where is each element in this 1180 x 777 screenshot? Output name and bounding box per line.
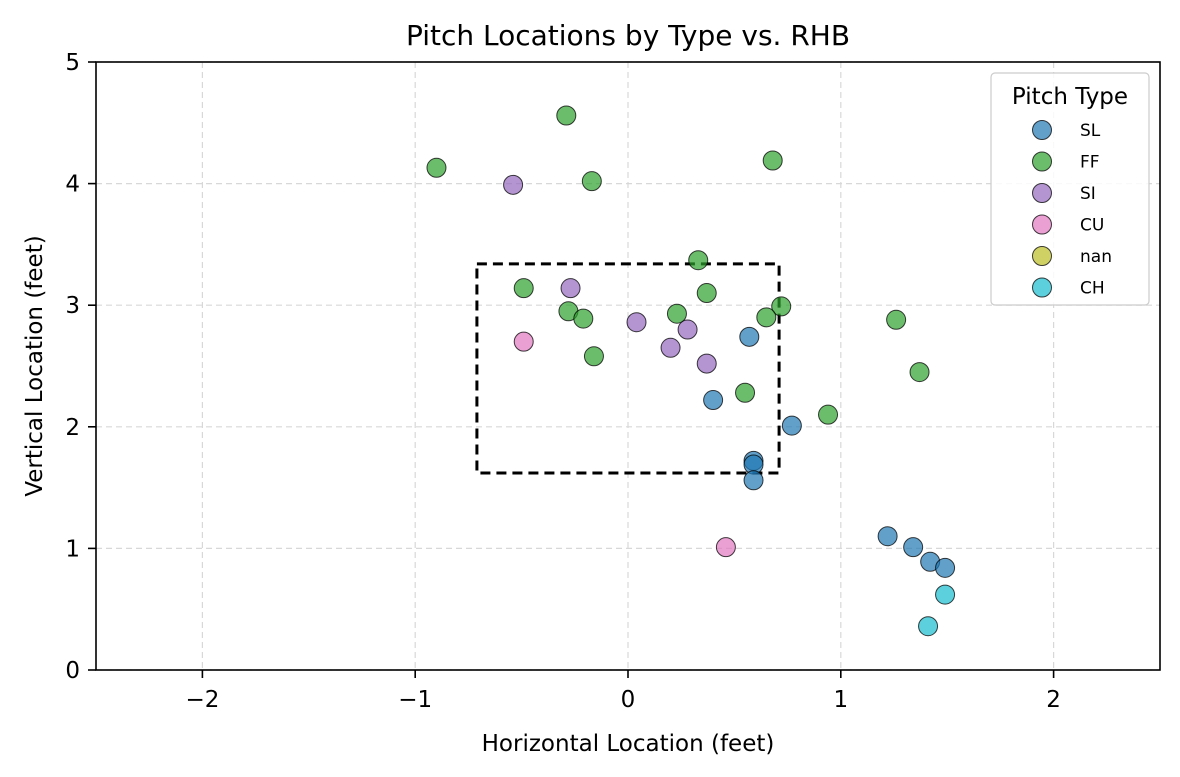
x-tick-label: 2 bbox=[1046, 687, 1061, 713]
data-point-ff bbox=[886, 309, 907, 330]
data-point-ch bbox=[918, 616, 939, 637]
data-point-ff bbox=[696, 283, 717, 304]
data-point-ff bbox=[581, 171, 602, 192]
data-point-si bbox=[560, 278, 581, 299]
data-point-ff bbox=[583, 346, 604, 367]
data-point-ff bbox=[735, 382, 756, 403]
data-point-sl bbox=[739, 326, 760, 347]
data-point-ff bbox=[573, 308, 594, 329]
legend-marker bbox=[1032, 277, 1052, 298]
legend-marker bbox=[1032, 120, 1052, 140]
y-tick-label: 2 bbox=[65, 415, 80, 441]
data-point-si bbox=[503, 174, 524, 195]
data-point-sl bbox=[703, 390, 724, 411]
y-tick-label: 1 bbox=[65, 536, 80, 562]
legend-label: FF bbox=[1080, 153, 1100, 173]
legend-title: Pitch Type bbox=[1012, 84, 1128, 110]
strike-zone bbox=[475, 262, 781, 475]
data-point-si bbox=[660, 337, 681, 358]
data-point-cu bbox=[715, 537, 736, 558]
data-point-sl bbox=[935, 557, 956, 578]
data-point-ff bbox=[426, 157, 447, 178]
strike-zone-box bbox=[475, 262, 781, 475]
data-point-si bbox=[677, 319, 698, 340]
data-point-sl bbox=[781, 415, 802, 436]
chart-title: Pitch Locations by Type vs. RHB bbox=[406, 19, 850, 52]
legend-label: CU bbox=[1080, 216, 1104, 236]
legend-marker bbox=[1032, 183, 1052, 203]
legend-label: nan bbox=[1080, 247, 1112, 267]
data-point-cu bbox=[513, 331, 534, 352]
data-point-ff bbox=[818, 404, 839, 425]
y-axis-label: Vertical Location (feet) bbox=[22, 235, 48, 496]
data-point-sl bbox=[743, 470, 764, 491]
legend-entries: SL FF SI CU nan CH bbox=[1032, 120, 1112, 299]
data-point-si bbox=[626, 312, 647, 333]
x-axis-label: Horizontal Location (feet) bbox=[482, 731, 775, 757]
x-tick-label: −2 bbox=[185, 687, 219, 713]
data-point-ff bbox=[771, 296, 792, 317]
data-point-sl bbox=[877, 526, 898, 547]
legend-label: CH bbox=[1080, 279, 1105, 299]
legend-box bbox=[990, 72, 1150, 306]
y-tick-label: 4 bbox=[65, 172, 80, 198]
y-tick-label: 0 bbox=[65, 658, 80, 684]
legend-marker bbox=[1032, 214, 1052, 235]
legend-label: SL bbox=[1080, 121, 1101, 141]
data-point-ff bbox=[756, 307, 777, 328]
data-point-ch bbox=[935, 584, 956, 605]
data-point-ff bbox=[909, 362, 930, 383]
y-tick-label: 5 bbox=[65, 50, 80, 76]
legend-marker bbox=[1032, 246, 1052, 266]
data-point-ff bbox=[556, 105, 577, 126]
x-tick-label: −1 bbox=[398, 687, 432, 713]
data-point-sl bbox=[903, 537, 924, 558]
x-tick-label: 0 bbox=[621, 687, 636, 713]
legend-marker bbox=[1032, 151, 1052, 172]
data-point-ff bbox=[666, 303, 687, 324]
data-point-ff bbox=[688, 250, 709, 271]
legend: Pitch Type SL FF SI CU nan CH bbox=[990, 72, 1150, 306]
data-points bbox=[426, 105, 956, 637]
data-point-ff bbox=[513, 278, 534, 299]
y-tick-label: 3 bbox=[65, 293, 80, 319]
axis-ticks: −2 −1 0 1 2 0 1 2 3 4 5 bbox=[65, 50, 1061, 713]
data-point-si bbox=[696, 353, 717, 374]
x-tick-label: 1 bbox=[833, 687, 848, 713]
legend-label: SI bbox=[1080, 184, 1096, 204]
data-point-ff bbox=[762, 150, 783, 171]
